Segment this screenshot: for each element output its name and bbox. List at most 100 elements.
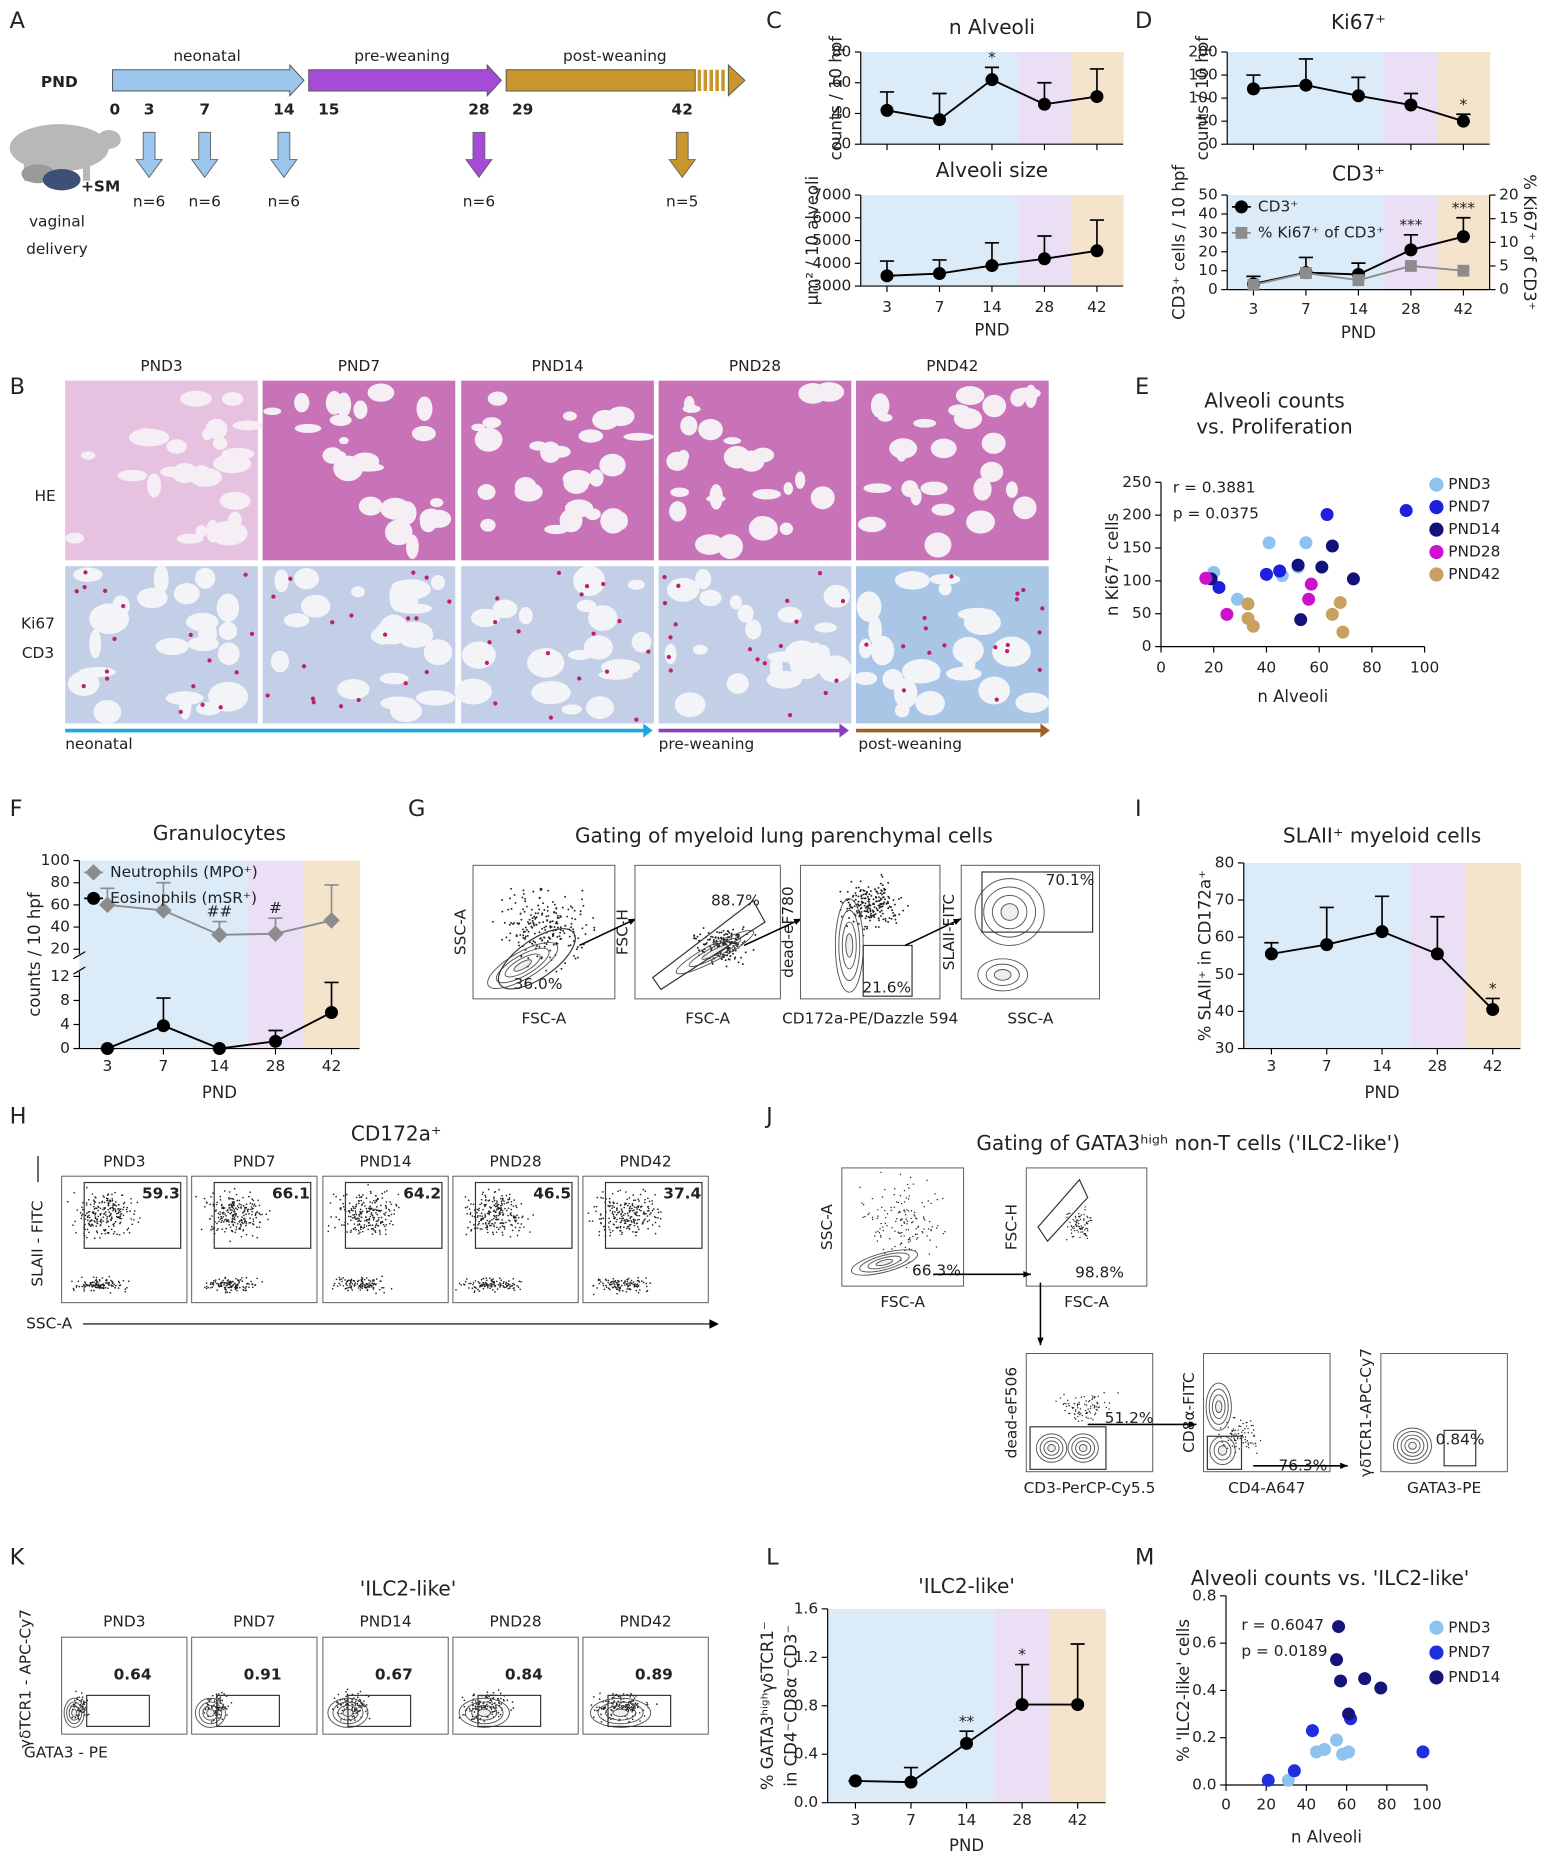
event-dot: [350, 1207, 353, 1210]
event-dot: [368, 1279, 370, 1282]
event-dot: [635, 1234, 637, 1237]
event-dot: [657, 1216, 659, 1219]
event-dot: [482, 1191, 484, 1194]
event-dot: [110, 1284, 113, 1286]
y2-tick-label: 80: [50, 873, 70, 891]
event-dot: [358, 1710, 360, 1713]
y-tick-label: 0.2: [1192, 1728, 1216, 1746]
event-dot: [236, 1287, 239, 1289]
event-dot: [372, 1218, 375, 1221]
event-dot: [1085, 1404, 1088, 1406]
event-dot: [703, 943, 706, 946]
legend-marker: [1429, 477, 1444, 492]
event-dot: [478, 1220, 480, 1223]
event-dot: [507, 1198, 509, 1201]
phase-arrow: [505, 69, 696, 92]
point: [1246, 619, 1260, 633]
event-dot: [493, 1214, 495, 1217]
stained-cell: [330, 620, 335, 625]
event-dot: [218, 1278, 221, 1281]
tissue-space: [723, 445, 751, 469]
event-dot: [231, 1204, 234, 1207]
event-dot: [488, 1199, 491, 1202]
event-dot: [342, 1194, 345, 1197]
event-dot: [330, 1216, 332, 1218]
event-dot: [376, 1198, 379, 1201]
event-dot: [626, 1220, 629, 1222]
tissue-space: [430, 497, 444, 508]
stained-cell: [311, 700, 316, 705]
event-dot: [475, 1287, 478, 1289]
event-dot: [94, 1217, 97, 1220]
event-dot: [358, 1698, 361, 1701]
event-dot: [642, 1188, 645, 1191]
chart-title: vs. Proliferation: [1196, 414, 1353, 438]
gate-label: 66.3%: [912, 1261, 961, 1279]
stained-cell: [104, 676, 110, 681]
event-dot: [357, 1692, 359, 1695]
event-dot: [728, 931, 731, 934]
stained-cell: [840, 599, 846, 604]
event-dot: [370, 1192, 372, 1194]
event-dot: [515, 935, 518, 938]
event-dot: [85, 1186, 88, 1189]
event-dot: [204, 1205, 206, 1208]
event-dot: [879, 1234, 882, 1237]
event-dot: [1098, 1406, 1100, 1408]
stained-cell: [577, 676, 582, 681]
event-dot: [556, 914, 559, 917]
event-dot: [1072, 1218, 1074, 1221]
event-dot: [384, 1214, 386, 1216]
event-dot: [611, 1192, 614, 1195]
event-dot: [362, 1194, 364, 1196]
stained-cell: [112, 636, 117, 642]
x-tick-label: 14: [957, 1811, 977, 1829]
legend-label: PND14: [1448, 1668, 1500, 1686]
marker: [155, 902, 172, 919]
phase-band: [1227, 52, 1281, 145]
event-dot: [876, 900, 878, 903]
event-dot: [335, 1278, 338, 1281]
y-tick-label: 40: [832, 104, 852, 122]
event-dot: [868, 893, 871, 896]
event-dot: [211, 1707, 213, 1709]
event-dot: [523, 1226, 525, 1228]
event-dot: [638, 1228, 640, 1231]
y-tick-label: 30: [1198, 223, 1218, 241]
event-dot: [598, 1234, 600, 1237]
event-dot: [233, 1202, 236, 1204]
event-dot: [479, 1286, 481, 1288]
event-dot: [243, 1221, 246, 1224]
event-dot: [494, 1284, 497, 1287]
event-dot: [240, 1225, 242, 1227]
event-dot: [897, 1201, 900, 1204]
stained-cell: [411, 570, 416, 575]
event-dot: [218, 1713, 221, 1716]
event-dot: [752, 948, 755, 951]
event-dot: [876, 1217, 879, 1220]
gate-arrow-head: [1340, 1462, 1348, 1470]
event-dot: [223, 1207, 226, 1209]
event-dot: [468, 1282, 470, 1285]
event-dot: [488, 1220, 491, 1223]
event-dot: [628, 1211, 631, 1213]
event-dot: [491, 1218, 493, 1221]
event-dot: [377, 1224, 380, 1227]
event-dot: [864, 925, 867, 928]
event-dot: [624, 1202, 626, 1204]
plot-name: PND3: [103, 1153, 145, 1171]
event-dot: [887, 921, 890, 923]
event-dot: [139, 1217, 141, 1219]
event-dot: [651, 1200, 653, 1202]
event-dot: [1069, 1412, 1071, 1415]
event-dot: [471, 1287, 474, 1290]
event-dot: [480, 1219, 482, 1221]
tissue-space: [981, 432, 1006, 454]
event-dot: [877, 1215, 879, 1217]
event-dot: [556, 942, 559, 945]
event-dot: [384, 1228, 387, 1231]
event-dot: [618, 1210, 621, 1213]
event-dot: [592, 916, 595, 919]
event-dot: [333, 1282, 336, 1285]
event-dot: [869, 909, 872, 912]
